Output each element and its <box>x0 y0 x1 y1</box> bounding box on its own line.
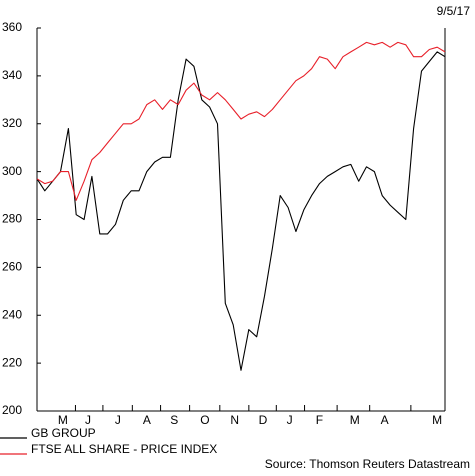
x-tick-label: J <box>287 413 293 427</box>
y-tick-label: 360 <box>2 20 22 34</box>
y-tick-label: 200 <box>2 403 22 417</box>
legend-label: GB GROUP <box>31 426 96 440</box>
legend-label: FTSE ALL SHARE - PRICE INDEX <box>31 442 217 456</box>
y-tick-label: 320 <box>2 116 22 130</box>
x-tick-label: S <box>170 413 178 427</box>
x-tick-label: O <box>200 413 209 427</box>
x-tick-label: D <box>259 413 268 427</box>
x-tick-label: J <box>115 413 121 427</box>
series-line <box>36 51 446 371</box>
source-label: Source: Thomson Reuters Datastream <box>265 457 470 471</box>
x-tick-label: J <box>85 413 91 427</box>
x-tick-label: N <box>230 413 239 427</box>
date-label: 9/5/17 <box>437 4 471 18</box>
x-tick-label: M <box>58 413 68 427</box>
x-tick-label: A <box>381 413 389 427</box>
y-tick-label: 340 <box>2 68 22 82</box>
x-tick-label: M <box>432 413 442 427</box>
x-tick-label: M <box>350 413 360 427</box>
x-tick-label: F <box>316 413 323 427</box>
y-tick-label: 240 <box>2 307 22 321</box>
y-tick-label: 220 <box>2 355 22 369</box>
y-tick-label: 280 <box>2 212 22 226</box>
y-tick-label: 300 <box>2 164 22 178</box>
x-tick-label: A <box>143 413 151 427</box>
series-line <box>36 41 446 201</box>
y-tick-label: 260 <box>2 260 22 274</box>
